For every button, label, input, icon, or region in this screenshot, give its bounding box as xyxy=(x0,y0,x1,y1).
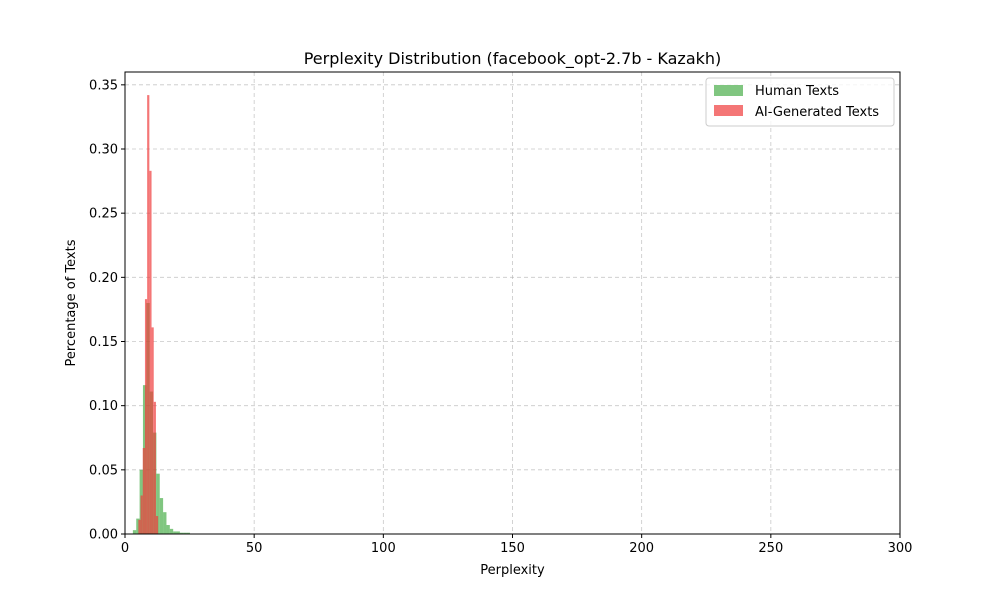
histogram-bar-human xyxy=(183,532,187,534)
x-axis-label: Perplexity xyxy=(480,563,545,578)
y-axis-label: Percentage of Texts xyxy=(64,239,79,366)
x-tick-label: 300 xyxy=(888,541,913,556)
y-tick-label: 0.00 xyxy=(89,528,118,543)
y-tick-label: 0.05 xyxy=(89,463,118,478)
histogram-bar-ai xyxy=(147,95,150,534)
histogram-bar-ai xyxy=(140,495,143,534)
histogram-bar-human xyxy=(136,518,140,534)
legend: Human Texts AI-Generated Texts xyxy=(705,77,895,127)
histogram-bar-human xyxy=(186,532,190,534)
histogram-bar-ai xyxy=(149,170,152,535)
x-tick-label: 150 xyxy=(500,541,525,556)
histogram-bar-human xyxy=(169,528,174,534)
histogram-bar-ai xyxy=(138,519,141,534)
y-tick-label: 0.20 xyxy=(89,271,118,286)
histogram-bar-human xyxy=(156,473,160,534)
histogram-bar-human xyxy=(179,532,184,534)
y-tick-label: 0.10 xyxy=(89,399,118,414)
x-tick-label: 250 xyxy=(758,541,783,556)
legend-label-ai: AI-Generated Texts xyxy=(755,105,879,120)
histogram-bar-ai xyxy=(151,327,154,534)
histogram-bar-human xyxy=(132,530,137,534)
histogram-bars xyxy=(132,95,190,535)
y-tick-label: 0.15 xyxy=(89,335,118,350)
histogram-bar-human xyxy=(159,498,164,534)
legend-swatch-human xyxy=(714,85,743,96)
histogram-bar-ai xyxy=(144,299,148,534)
axis-ticks: 0 50 100 150 200 250 300 0.00 0.05 0.10 0.15 0.20 0.… xyxy=(89,78,912,556)
histogram-bar-human xyxy=(163,512,167,534)
histogram-bar-ai xyxy=(142,448,145,534)
histogram-bar-ai xyxy=(153,401,156,534)
y-tick-label: 0.30 xyxy=(89,143,118,158)
x-tick-label: 50 xyxy=(246,541,263,556)
legend-swatch-ai xyxy=(714,105,743,116)
histogram-bar-human xyxy=(173,531,177,534)
legend-box xyxy=(705,77,895,127)
histogram-bar-human xyxy=(176,531,180,534)
chart-title: Perplexity Distribution (facebook_opt-2.… xyxy=(304,49,722,69)
histogram-bar-ai xyxy=(155,516,159,534)
y-tick-label: 0.25 xyxy=(89,207,118,222)
x-tick-label: 200 xyxy=(629,541,654,556)
y-tick-label: 0.35 xyxy=(89,78,118,93)
histogram-bar-human xyxy=(166,525,170,534)
x-tick-label: 0 xyxy=(121,541,129,556)
legend-label-human: Human Texts xyxy=(755,84,839,99)
x-tick-label: 100 xyxy=(371,541,396,556)
